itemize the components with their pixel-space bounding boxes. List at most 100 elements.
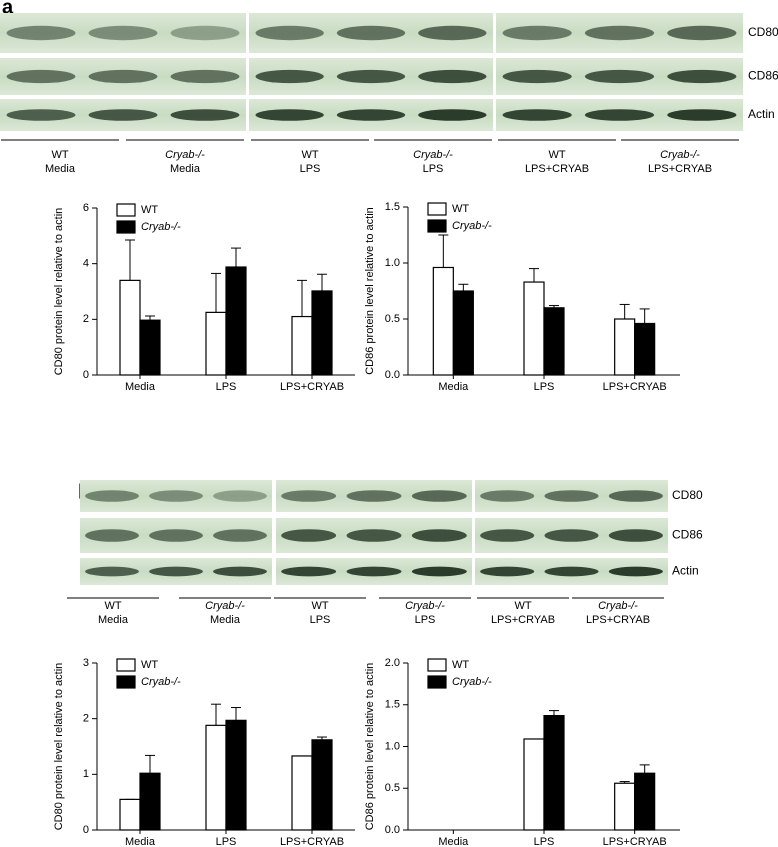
y-axis-label: CD86 protein level relative to actin bbox=[364, 663, 376, 831]
blot-band bbox=[418, 69, 487, 84]
blot-band bbox=[418, 109, 487, 121]
x-tick-label: LPS bbox=[216, 381, 237, 393]
group-condition: Media bbox=[210, 614, 241, 626]
blot-band bbox=[170, 69, 240, 84]
blot-band bbox=[281, 529, 337, 542]
x-tick-label: LPS bbox=[534, 381, 555, 393]
group-condition: LPS bbox=[310, 614, 331, 626]
blot-band bbox=[281, 566, 337, 577]
blot-band bbox=[88, 109, 158, 121]
blot-band bbox=[346, 490, 402, 502]
bar bbox=[634, 772, 656, 831]
blot-band bbox=[170, 25, 240, 41]
blot-band bbox=[584, 109, 655, 121]
blot-row-label: Actin bbox=[672, 564, 699, 578]
bar bbox=[205, 724, 227, 831]
blot-band bbox=[411, 490, 467, 502]
legend-swatch bbox=[116, 658, 136, 672]
group-genotype: WT bbox=[311, 600, 328, 612]
bar bbox=[119, 279, 141, 376]
legend-label: Cryab-/- bbox=[141, 221, 181, 233]
group-condition: LPS+CRYAB bbox=[648, 163, 712, 175]
blot-band bbox=[213, 490, 267, 502]
y-tick-label: 1.5 bbox=[385, 201, 400, 213]
bar bbox=[225, 266, 247, 376]
group-condition: LPS bbox=[300, 163, 321, 175]
blot-band bbox=[667, 109, 737, 121]
bar bbox=[291, 315, 313, 376]
bar bbox=[139, 319, 161, 376]
y-tick-label: 3 bbox=[83, 657, 89, 669]
bar bbox=[311, 290, 333, 376]
x-tick-label: Media bbox=[438, 836, 469, 847]
y-tick-label: 0.5 bbox=[385, 782, 400, 794]
blot-band bbox=[502, 109, 572, 121]
legend-swatch bbox=[427, 202, 447, 216]
bar bbox=[205, 311, 227, 376]
group-condition: LPS+CRYAB bbox=[586, 614, 650, 626]
bar bbox=[634, 322, 656, 376]
blot-band bbox=[608, 529, 663, 542]
y-tick-label: 1.5 bbox=[385, 699, 400, 711]
blot-band bbox=[6, 69, 76, 84]
legend-label: Cryab-/- bbox=[141, 676, 181, 688]
group-condition: LPS+CRYAB bbox=[525, 163, 589, 175]
blot-band bbox=[255, 25, 324, 41]
blot-band bbox=[281, 490, 337, 502]
x-tick-label: Media bbox=[125, 836, 156, 847]
y-tick-label: 0.5 bbox=[385, 313, 400, 325]
blot-band bbox=[480, 529, 535, 542]
bar bbox=[523, 738, 545, 831]
bar bbox=[543, 307, 565, 376]
blot-band bbox=[346, 566, 402, 577]
y-tick-label: 2 bbox=[83, 713, 89, 725]
x-tick-label: LPS+CRYAB bbox=[603, 836, 667, 847]
bar bbox=[311, 739, 333, 831]
x-tick-label: LPS bbox=[216, 836, 237, 847]
x-tick-label: Media bbox=[125, 381, 156, 393]
group-genotype: WT bbox=[301, 149, 318, 161]
legend-swatch bbox=[116, 675, 136, 689]
group-condition: LPS bbox=[423, 163, 444, 175]
blot-row-label: CD80 bbox=[748, 25, 778, 39]
legend-label: WT bbox=[452, 203, 469, 215]
blot-band bbox=[88, 25, 158, 41]
group-genotype: Cryab-/- bbox=[405, 600, 445, 612]
blot-band bbox=[149, 529, 203, 542]
blot-band bbox=[608, 566, 663, 577]
y-tick-label: 1 bbox=[83, 768, 89, 780]
bar bbox=[119, 798, 141, 831]
blot-row-label: CD86 bbox=[672, 528, 703, 542]
legend-swatch bbox=[116, 203, 136, 217]
blot-band bbox=[502, 69, 572, 84]
legend-label: WT bbox=[452, 659, 469, 671]
legend-swatch bbox=[427, 675, 447, 689]
blot-band bbox=[85, 529, 139, 542]
bar bbox=[523, 281, 545, 376]
legend-swatch bbox=[427, 219, 447, 233]
blot-band bbox=[213, 529, 267, 542]
y-tick-label: 4 bbox=[83, 258, 89, 270]
bar bbox=[452, 290, 474, 376]
x-tick-label: LPS+CRYAB bbox=[280, 381, 344, 393]
group-condition: Media bbox=[170, 163, 201, 175]
y-tick-label: 2.0 bbox=[385, 657, 400, 669]
blot-band bbox=[502, 25, 572, 41]
y-tick-label: 0 bbox=[83, 824, 89, 836]
blot-band bbox=[6, 109, 76, 121]
blot-row-label: CD80 bbox=[672, 488, 703, 502]
y-axis-label: CD80 protein level relative to actin bbox=[53, 208, 65, 376]
blot-band bbox=[667, 69, 737, 84]
x-tick-label: LPS+CRYAB bbox=[280, 836, 344, 847]
blot-band bbox=[584, 25, 655, 41]
blot-band bbox=[6, 25, 76, 41]
legend-label: Cryab-/- bbox=[452, 676, 492, 688]
group-genotype: Cryab-/- bbox=[205, 600, 245, 612]
y-tick-label: 1.0 bbox=[385, 740, 400, 752]
blot-band bbox=[411, 529, 467, 542]
bar bbox=[432, 266, 454, 376]
bar bbox=[543, 715, 565, 831]
bar bbox=[225, 719, 247, 831]
blot-band bbox=[608, 490, 663, 502]
group-genotype: WT bbox=[51, 149, 68, 161]
